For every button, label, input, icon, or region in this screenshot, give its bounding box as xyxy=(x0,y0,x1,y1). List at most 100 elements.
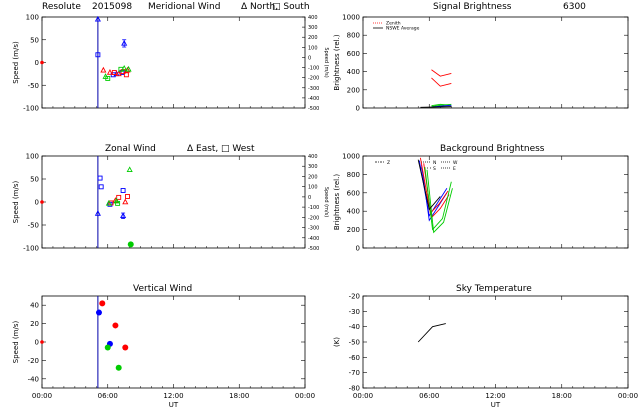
background-y-tick-label: 800 xyxy=(347,171,360,179)
zonal-triangle-point xyxy=(122,198,129,205)
skytemp-y-tick-label: -30 xyxy=(349,308,360,316)
signal-y-axis-label: Brightness (rel.) xyxy=(333,34,341,90)
meridional-square-point xyxy=(123,72,129,78)
vertical-dot-point xyxy=(99,300,106,307)
skytemp-x-tick-label: 12:00 xyxy=(485,392,505,400)
background-series-line xyxy=(417,159,441,211)
vertical-dot-point xyxy=(112,322,119,329)
background-y-tick-label: 200 xyxy=(347,226,360,234)
background-y-tick-label: 1000 xyxy=(342,153,360,161)
plots-layer: -100-50050100-500-400-300-200-1000100200… xyxy=(12,14,638,410)
zonal-dot-point xyxy=(127,241,134,248)
skytemp-y-tick-label: -60 xyxy=(349,354,360,362)
zonal-y2-tick-label: 300 xyxy=(308,164,318,170)
zonal-square-point xyxy=(120,188,126,193)
meridional-y2-tick-label: 400 xyxy=(308,15,318,21)
background-y-tick-label: 400 xyxy=(347,208,360,216)
zonal-triangle-point xyxy=(105,199,112,206)
background-legend-label: E xyxy=(453,166,456,172)
zonal-legend-west: □ West xyxy=(221,144,255,154)
meridional-y-tick-label: -100 xyxy=(23,105,39,113)
vertical-dot-point xyxy=(104,344,111,351)
signal-y-tick-label: 0 xyxy=(356,105,360,113)
zonal-square-point xyxy=(98,184,104,190)
zonal-y-axis-label: Speed (m/s) xyxy=(12,181,20,224)
background-series-line xyxy=(424,166,452,231)
zonal-y2-tick-label: 100 xyxy=(308,185,318,191)
zonal-y2-tick-label: -400 xyxy=(308,236,319,242)
signal-series-line xyxy=(431,103,452,107)
zonal-y2-tick-label: 200 xyxy=(308,174,318,180)
background-legend-label: Z xyxy=(387,160,390,166)
zonal-y-tick-label: 100 xyxy=(26,153,39,161)
zonal-zero-marker xyxy=(40,200,44,204)
zonal-triangle-point xyxy=(126,166,133,173)
meridional-plot-frame xyxy=(41,16,306,109)
signal-series-line xyxy=(420,106,452,108)
vertical-x-tick-label: 00:00 xyxy=(32,392,52,400)
meridional-y2-tick-label: 200 xyxy=(308,35,318,41)
skytemp-x-axis-label: UT xyxy=(491,401,501,409)
zonal-square-point xyxy=(125,194,130,199)
meridional-triangle-point xyxy=(106,69,113,75)
vertical-y-tick-label: 20 xyxy=(30,320,39,328)
meridional-triangle-point xyxy=(102,73,109,79)
skytemp-y-tick-label: -80 xyxy=(349,385,360,393)
meridional-y2-tick-label: 100 xyxy=(308,45,318,51)
vertical-y-tick-label: 0 xyxy=(35,339,39,347)
zonal-y-tick-label: -100 xyxy=(23,245,39,253)
meridional-square-point xyxy=(118,66,124,72)
meridional-y-tick-label: 50 xyxy=(30,36,39,44)
zonal-title: Zonal Wind xyxy=(105,144,156,154)
vertical-x-axis-label: UT xyxy=(169,401,179,409)
signal-y-tick-label: 800 xyxy=(347,32,360,40)
skytemp-x-tick-label: 00:00 xyxy=(618,392,638,400)
skytemp-x-tick-label: 00:00 xyxy=(353,392,373,400)
zonal-square-point xyxy=(116,194,122,200)
meridional-triangle-point xyxy=(94,15,101,22)
meridional-zero-marker xyxy=(40,60,44,65)
background-y-axis-label: Brightness (rel.) xyxy=(333,174,341,230)
skytemp-plot-frame xyxy=(362,295,629,389)
meridional-triangle-point xyxy=(121,39,128,46)
zonal-y2-tick-label: -100 xyxy=(308,205,319,211)
signal-y-tick-label: 600 xyxy=(347,50,360,58)
meridional-legend-north: Δ North, xyxy=(241,2,278,12)
signal-wavelength: 6300 xyxy=(563,2,586,12)
meridional-triangle-point xyxy=(100,66,107,73)
date-code: 2015098 xyxy=(92,2,132,12)
zonal-y2-tick-label: -500 xyxy=(308,246,319,252)
skytemp-y-tick-label: -50 xyxy=(349,339,360,347)
signal-series-line xyxy=(431,77,452,87)
vertical-plot-frame xyxy=(41,295,306,389)
vertical-x-tick-label: 12:00 xyxy=(163,392,183,400)
background-legend-label: S xyxy=(433,166,436,172)
skytemp-x-tick-label: 18:00 xyxy=(552,392,572,400)
zonal-triangle-point xyxy=(113,197,120,204)
meridional-y2-tick-label: -500 xyxy=(308,106,319,112)
meridional-triangle-point xyxy=(121,64,128,71)
background-series-line xyxy=(419,157,449,214)
vertical-dot-point xyxy=(122,344,129,351)
signal-y-tick-label: 1000 xyxy=(342,14,360,22)
meridional-square-point xyxy=(95,52,101,58)
background-series-line xyxy=(426,169,453,234)
vertical-x-tick-label: 18:00 xyxy=(229,392,249,400)
background-title: Background Brightness xyxy=(440,144,545,154)
zonal-square-point xyxy=(115,200,121,206)
vertical-y-tick-label: 40 xyxy=(30,302,39,310)
skytemp-y-tick-label: -40 xyxy=(349,323,360,331)
signal-legend-zenith: Zenith xyxy=(386,21,401,27)
zonal-triangle-point xyxy=(94,210,101,216)
signal-y-tick-label: 200 xyxy=(347,86,360,94)
meridional-y-tick-label: -50 xyxy=(28,82,39,90)
zonal-legend-east: Δ East, xyxy=(187,144,218,154)
meridional-y2-tick-label: -400 xyxy=(308,96,319,102)
zonal-y2-tick-label: 400 xyxy=(308,154,318,160)
vertical-dot-point xyxy=(95,309,102,316)
background-legend-label: N xyxy=(433,160,436,166)
zonal-y2-tick-label: 0 xyxy=(308,195,311,201)
background-y-tick-label: 600 xyxy=(347,189,360,197)
vertical-x-tick-label: 06:00 xyxy=(98,392,118,400)
